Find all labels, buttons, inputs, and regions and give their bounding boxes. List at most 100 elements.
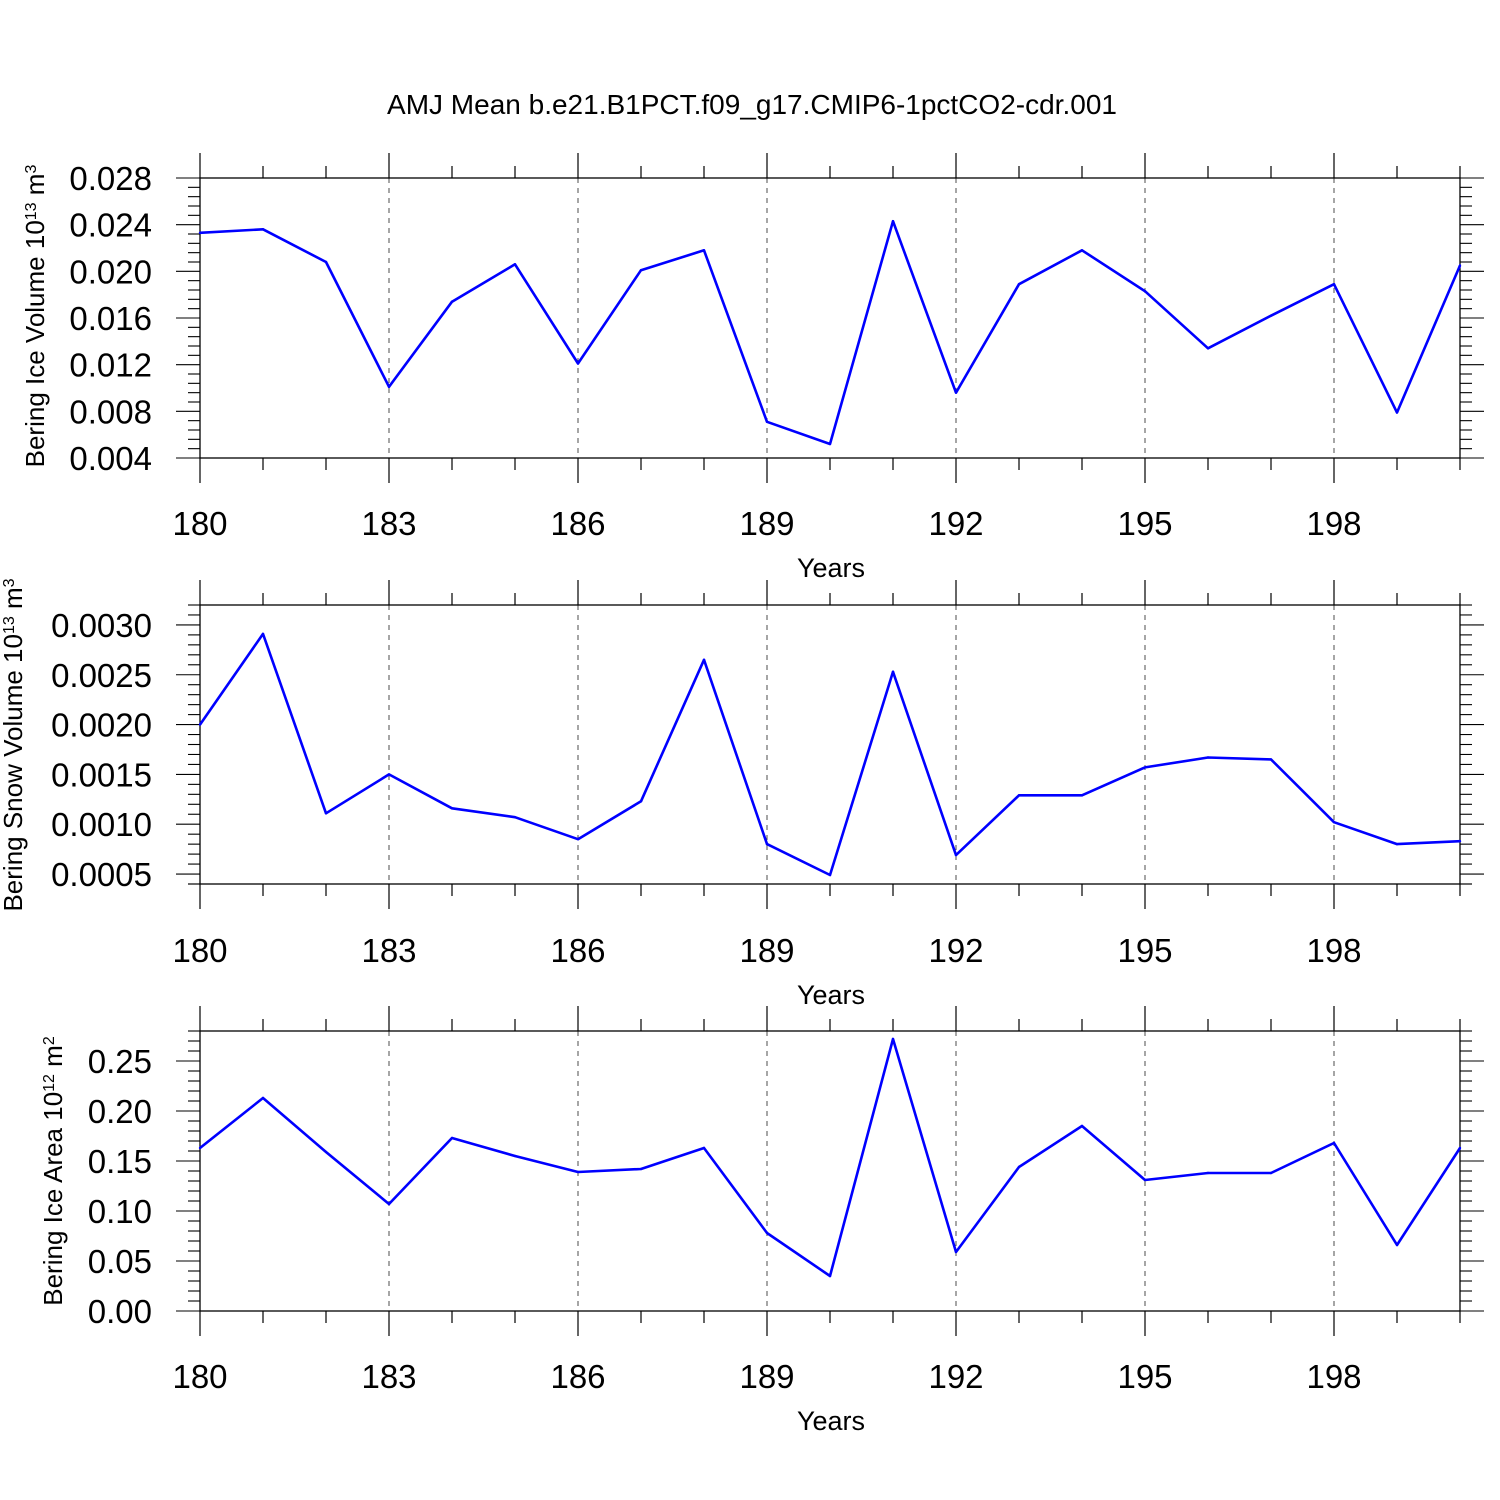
x-tick-label: 189 — [739, 1358, 794, 1395]
data-point — [954, 391, 958, 394]
data-point — [891, 1037, 895, 1041]
x-tick-label: 189 — [739, 505, 794, 542]
y-axis-label-text: m — [0, 587, 28, 616]
x-tick-label: 183 — [361, 932, 416, 969]
data-point — [1458, 264, 1462, 267]
data-point — [450, 1136, 454, 1140]
data-point — [387, 1202, 391, 1206]
data-point — [891, 219, 895, 223]
data-point — [261, 228, 265, 231]
x-tick-label: 192 — [928, 1358, 983, 1395]
data-point — [1395, 411, 1399, 414]
y-tick-label: 0.10 — [88, 1193, 152, 1230]
y-tick-label: 0.012 — [69, 347, 152, 384]
y-tick-label: 0.016 — [69, 300, 152, 337]
y-axis-label: Bering Ice Area 1012 m2 — [38, 1036, 68, 1306]
y-axis-label-text: m — [20, 174, 50, 203]
x-tick-label: 180 — [172, 1358, 227, 1395]
y-tick-label: 0.0010 — [51, 806, 152, 843]
data-point — [324, 1150, 328, 1154]
figure-title: AMJ Mean b.e21.B1PCT.f09_g17.CMIP6-1pctC… — [387, 89, 1117, 120]
x-tick-label: 192 — [928, 505, 983, 542]
x-tick-label: 180 — [172, 932, 227, 969]
data-point — [639, 1167, 643, 1171]
x-tick-label: 198 — [1306, 932, 1361, 969]
data-point — [1458, 1146, 1462, 1150]
y-tick-label: 0.004 — [69, 440, 152, 477]
data-point — [1206, 756, 1210, 759]
data-point — [513, 816, 517, 819]
y-axis-label-exponent: 2 — [41, 1036, 58, 1045]
x-tick-label: 186 — [550, 932, 605, 969]
x-tick-label: 186 — [550, 1358, 605, 1395]
data-point — [387, 773, 391, 776]
data-point — [639, 268, 643, 272]
x-tick-label: 192 — [928, 932, 983, 969]
data-point — [702, 1146, 706, 1150]
data-point — [1332, 821, 1336, 824]
y-tick-label: 0.008 — [69, 393, 152, 430]
data-point — [198, 231, 202, 235]
x-tick-label: 180 — [172, 505, 227, 542]
y-tick-label: 0.0005 — [51, 856, 152, 893]
data-point — [954, 853, 958, 857]
data-point — [576, 1170, 580, 1174]
data-point — [513, 1154, 517, 1158]
data-point — [450, 807, 454, 810]
data-point — [1017, 1165, 1021, 1169]
y-tick-label: 0.25 — [88, 1043, 152, 1080]
data-point — [1269, 314, 1273, 317]
x-axis-label: Years — [797, 1406, 865, 1436]
x-tick-label: 183 — [361, 505, 416, 542]
x-tick-label: 198 — [1306, 505, 1361, 542]
y-tick-label: 0.028 — [69, 160, 152, 197]
data-point — [513, 263, 517, 266]
data-point — [1332, 282, 1336, 286]
y-tick-label: 0.0025 — [51, 657, 152, 694]
y-tick-label: 0.0020 — [51, 707, 152, 744]
data-point — [1080, 1124, 1084, 1128]
data-point — [450, 300, 454, 303]
x-tick-label: 189 — [739, 932, 794, 969]
data-point — [1458, 839, 1462, 843]
x-tick-label: 195 — [1117, 932, 1172, 969]
data-point — [261, 1096, 265, 1100]
data-point — [324, 260, 328, 264]
x-tick-label: 195 — [1117, 505, 1172, 542]
data-point — [1017, 282, 1021, 286]
y-tick-label: 0.020 — [69, 253, 152, 290]
data-point — [765, 420, 769, 424]
data-point — [765, 842, 769, 846]
y-axis-label-text: Bering Snow Volume 10 — [0, 634, 28, 912]
y-tick-label: 0.0030 — [51, 607, 152, 644]
data-point — [1269, 758, 1273, 761]
y-tick-label: 0.00 — [88, 1293, 152, 1330]
x-tick-label: 183 — [361, 1358, 416, 1395]
data-point — [702, 658, 706, 662]
data-point — [828, 442, 832, 446]
y-axis-label-exponent: 13 — [1, 616, 18, 634]
x-tick-label: 198 — [1306, 1358, 1361, 1395]
chart-panel-1: 0.004 0.008 0.012 0.016 0.020 0.024 0.028 180 18… — [20, 153, 1484, 583]
data-point — [639, 800, 643, 803]
data-point — [828, 873, 832, 877]
data-point — [261, 632, 265, 636]
y-axis-label-text: Bering Ice Area 10 — [38, 1092, 68, 1306]
y-axis-label-text: m — [38, 1045, 68, 1074]
y-axis-label: Bering Snow Volume 1013 m3 — [0, 578, 28, 911]
data-point — [828, 1274, 832, 1278]
y-axis-label-exponent: 3 — [1, 578, 18, 587]
data-point — [1143, 289, 1147, 293]
y-tick-label: 0.0015 — [51, 756, 152, 793]
data-point — [891, 670, 895, 673]
data-point — [1206, 1171, 1210, 1175]
y-axis-label-exponent: 13 — [23, 202, 40, 220]
x-axis-label: Years — [797, 980, 865, 1010]
data-point — [1080, 249, 1084, 252]
chart-panel-3: 0.00 0.05 0.10 0.15 0.20 0.25 180 183 186 189 192 1… — [38, 1006, 1484, 1436]
x-axis-label: Years — [797, 553, 865, 583]
y-tick-label: 0.05 — [88, 1243, 152, 1280]
data-point — [576, 837, 580, 841]
data-point — [1395, 1243, 1399, 1247]
